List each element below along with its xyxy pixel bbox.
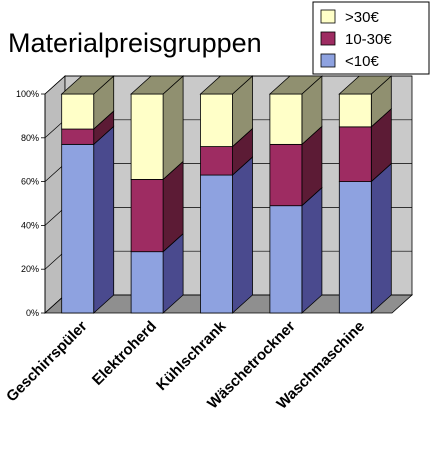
bar-segment: [200, 93, 233, 147]
legend: >30€ 10-30€ <10€: [312, 1, 430, 75]
bar-segment: [338, 93, 372, 128]
bar-segment: [338, 181, 372, 314]
bar-segment: [200, 146, 233, 176]
x-tick-label: Kühlschrank: [153, 317, 230, 394]
bar-segment: [130, 179, 164, 253]
bar-top: [338, 75, 393, 95]
legend-swatch: [320, 31, 336, 46]
bar-segment-side: [301, 186, 323, 314]
legend-label: >30€: [345, 9, 379, 26]
y-tick-label: 0%: [26, 308, 39, 318]
x-tick-label: Geschirrspüler: [3, 318, 91, 406]
x-axis-ticks: GeschirrspülerElektroherdKühlschrankWäsc…: [3, 317, 368, 412]
bar-segment: [61, 93, 95, 130]
bar-segment: [200, 174, 233, 314]
bar-stack: [199, 75, 254, 314]
legend-label: <10€: [345, 53, 379, 70]
bar-top: [268, 75, 323, 95]
bar-stack: [268, 75, 323, 314]
bar-segment: [269, 143, 303, 207]
y-tick-label: 100%: [16, 89, 39, 99]
bar-segment: [61, 143, 95, 314]
bar-top: [130, 75, 185, 95]
bar-stack: [60, 75, 115, 314]
legend-swatch: [320, 9, 336, 24]
bar-top: [199, 75, 254, 95]
chart-title: Materialpreisgruppen: [8, 28, 262, 58]
y-axis-ticks: 0% 20% 40% 60% 80% 100%: [16, 89, 46, 318]
legend-swatch: [320, 53, 336, 68]
y-tick-label: 80%: [21, 133, 39, 143]
bar-segment: [269, 205, 303, 314]
bar-segment: [269, 93, 303, 145]
y-tick-label: 60%: [21, 177, 39, 187]
bar-segment-side: [93, 125, 115, 314]
bar-segment-side: [232, 156, 253, 314]
bar-stack: [130, 75, 185, 314]
bar-stack: [338, 75, 393, 314]
bar-segment: [130, 251, 164, 314]
y-tick-label: 40%: [21, 220, 39, 230]
bar-segment: [338, 126, 372, 182]
x-tick-label: Elektroherd: [89, 318, 160, 389]
bars: [60, 75, 393, 314]
bar-top: [60, 75, 115, 95]
y-tick-label: 20%: [21, 264, 39, 274]
bar-segment: [61, 128, 95, 145]
legend-label: 10-30€: [345, 31, 392, 48]
bar-segment: [130, 93, 164, 180]
bar-segment-side: [370, 162, 392, 314]
